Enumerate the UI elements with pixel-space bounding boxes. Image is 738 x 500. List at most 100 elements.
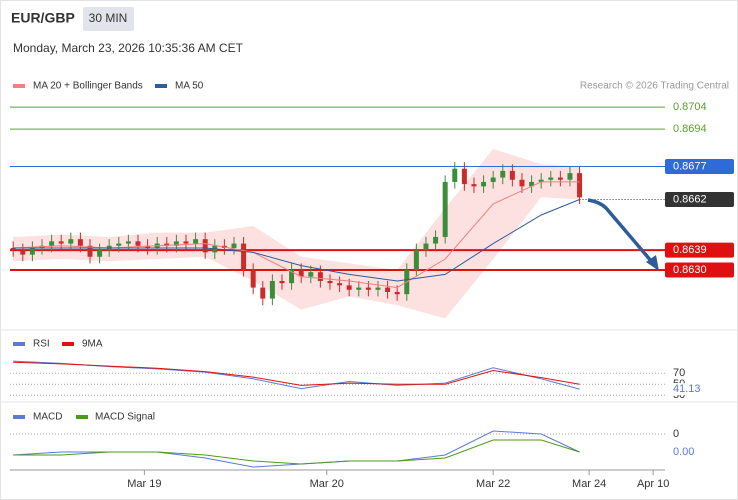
candle-body	[87, 245, 93, 257]
level-label: 0.8704	[673, 101, 707, 113]
legend-label: 9MA	[82, 339, 103, 350]
candle-body	[20, 250, 26, 255]
candle-body	[538, 179, 544, 182]
legend-label: MACD Signal	[95, 412, 155, 423]
candle-body	[567, 173, 573, 180]
y-tick-label: 70	[673, 367, 685, 379]
candle-body	[365, 287, 371, 290]
candle-body	[298, 269, 304, 277]
level-box	[665, 262, 734, 278]
bollinger-band	[13, 148, 580, 319]
candle-body	[164, 243, 170, 246]
candle-body	[231, 243, 237, 248]
projection-arrow	[587, 198, 654, 264]
candle-body	[10, 247, 16, 251]
legend-swatch	[62, 342, 74, 346]
candle-body	[442, 181, 448, 237]
candle-body	[97, 250, 103, 257]
x-tick-label: Apr 10	[637, 478, 669, 490]
symbol: EUR/GBP	[11, 10, 75, 26]
credit: Research © 2026 Trading Central	[580, 81, 729, 92]
candle-body	[375, 287, 381, 290]
candle-body	[500, 170, 506, 178]
legend-label: MA 20 + Bollinger Bands	[33, 81, 143, 92]
candle-body	[183, 241, 189, 244]
legend-label: MA 50	[175, 81, 204, 92]
candle-body	[346, 285, 352, 290]
candle-body	[68, 239, 74, 244]
candle-body	[327, 280, 333, 284]
current-value-label: 41.13	[673, 383, 701, 395]
candle-body	[125, 241, 131, 244]
legend-label: MACD	[33, 412, 62, 423]
candle-body	[260, 287, 266, 299]
x-tick-label: Mar 24	[572, 478, 606, 490]
series-line	[13, 199, 580, 282]
candle-body	[481, 181, 487, 187]
candle-body	[77, 239, 83, 246]
candle-body	[116, 243, 122, 246]
x-tick-label: Mar 22	[476, 478, 510, 490]
candle-body	[548, 177, 554, 180]
candle-body	[173, 241, 179, 246]
legend-swatch	[13, 84, 25, 88]
candle-body	[308, 272, 314, 277]
candle-body	[289, 269, 295, 284]
candle-body	[202, 239, 208, 253]
legend-swatch	[13, 342, 25, 346]
candle-body	[193, 239, 199, 244]
current-value-bg	[667, 383, 707, 396]
candle-body	[509, 170, 515, 180]
candle-body	[385, 287, 391, 292]
candle-body	[490, 177, 496, 182]
candle-body	[49, 241, 55, 246]
candle-body	[58, 241, 64, 244]
candle-body	[356, 287, 362, 290]
legend-swatch	[13, 415, 25, 419]
level-box	[665, 242, 734, 258]
candle-body	[317, 272, 323, 281]
candle-body	[577, 173, 583, 198]
y-tick-label: 0	[673, 428, 679, 440]
timeframe[interactable]: 30 MIN	[89, 11, 128, 25]
level-label: 0.8662	[673, 193, 707, 205]
level-label: 0.8677	[673, 160, 707, 172]
candle-body	[145, 245, 151, 248]
candle-body	[471, 184, 477, 187]
timeframe-box[interactable]	[83, 7, 134, 31]
x-tick-label: Mar 19	[127, 478, 161, 490]
level-box	[665, 159, 734, 175]
candle-body	[279, 280, 285, 284]
level-label: 0.8630	[673, 264, 707, 276]
datetime: Monday, March 23, 2026 10:35:36 AM CET	[13, 41, 244, 55]
candle-body	[29, 247, 35, 255]
candle-body	[135, 241, 141, 246]
candle-body	[269, 280, 275, 299]
candle-body	[423, 243, 429, 251]
candle-body	[529, 181, 535, 187]
candle-body	[452, 168, 458, 182]
current-value-label: 0.00	[673, 446, 694, 458]
candle-body	[433, 236, 439, 244]
series-line	[13, 361, 580, 386]
legend-swatch	[76, 415, 88, 419]
candle-body	[241, 243, 247, 270]
level-box	[665, 192, 734, 208]
legend-swatch	[155, 84, 167, 88]
legend-label: RSI	[33, 339, 50, 350]
series-line	[13, 439, 580, 465]
candle-body	[337, 283, 343, 286]
candle-body	[519, 179, 525, 187]
candle-body	[461, 168, 467, 185]
candle-body	[557, 177, 563, 180]
current-value-bg	[667, 446, 707, 458]
projection-arrowhead	[646, 255, 659, 271]
candle-body	[394, 291, 400, 295]
level-label: 0.8694	[673, 123, 707, 135]
x-tick-label: Mar 20	[310, 478, 344, 490]
level-label: 0.8639	[673, 244, 707, 256]
candle-body	[250, 269, 256, 288]
plot: Mar 19 Mar 20 Mar 22 Mar 24 Apr 10 MA 20 + Bo…	[10, 81, 734, 490]
